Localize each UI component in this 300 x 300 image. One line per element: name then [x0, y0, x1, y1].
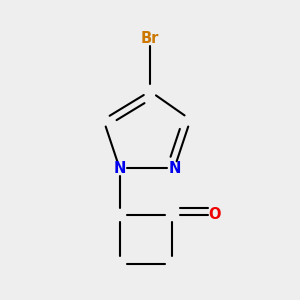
Text: N: N: [113, 161, 126, 176]
Text: Br: Br: [141, 31, 159, 46]
Text: N: N: [168, 161, 181, 176]
Text: O: O: [208, 207, 221, 222]
